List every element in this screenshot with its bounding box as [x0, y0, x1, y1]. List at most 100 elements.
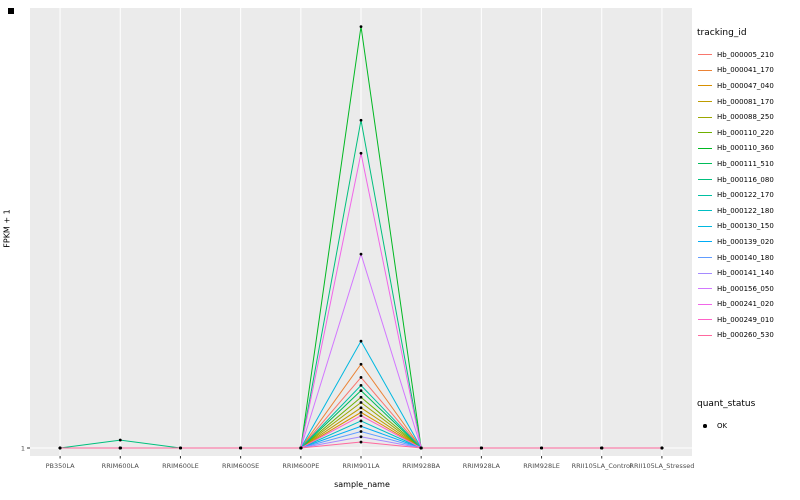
legend-item: Hb_000141_140 [697, 265, 799, 281]
data-point [660, 446, 664, 450]
legend-item-label: Hb_000141_140 [717, 269, 774, 278]
data-point [359, 362, 363, 366]
legend-item: Hb_000140_180 [697, 250, 799, 266]
legend-item: Hb_000088_250 [697, 109, 799, 125]
data-point [359, 118, 363, 122]
legend-item: Hb_000156_050 [697, 281, 799, 297]
x-tick-label: RRIM901LA [342, 462, 380, 470]
data-point [299, 446, 303, 450]
cursor-artifact [8, 8, 14, 14]
legend-key-line-icon [697, 189, 713, 201]
legend-key-point-icon [697, 420, 713, 432]
data-point [540, 446, 543, 450]
legend-title-quant-status: quant_status [697, 399, 756, 410]
quant-legend-label: OK [717, 422, 728, 431]
quant-legend-items: OK [697, 418, 799, 434]
y-tick-label: 1 [21, 444, 25, 452]
data-point [359, 395, 363, 399]
x-tick-label: RRIM928BA [402, 462, 440, 470]
x-tick-label: RRII105LA_Stressed [629, 462, 694, 470]
data-point [118, 446, 122, 450]
y-axis-title: FPKM + 1 [2, 209, 12, 248]
x-axis-title: sample_name [334, 480, 390, 489]
data-point [359, 430, 363, 433]
data-point [359, 406, 363, 410]
legend-key-line-icon [697, 174, 713, 186]
legend-title-tracking-id: tracking_id [697, 28, 747, 38]
legend-item-label: Hb_000081_170 [717, 97, 774, 106]
legend-item: Hb_000260_530 [697, 328, 799, 344]
legend-item: Hb_000116_080 [697, 172, 799, 188]
legend-item-label: Hb_000110_360 [717, 144, 774, 153]
legend-item-label: Hb_000241_020 [717, 300, 774, 309]
x-tick-label: RRIM600LA [102, 462, 140, 470]
legend-item: Hb_000110_220 [697, 125, 799, 141]
data-point [359, 424, 363, 428]
legend-key-line-icon [697, 80, 713, 92]
legend-item: Hb_000005_210 [697, 47, 799, 63]
legend-key-line-icon [697, 298, 713, 310]
data-point [359, 440, 363, 444]
data-point [359, 151, 363, 155]
legend-item-label: Hb_000260_530 [717, 331, 774, 340]
legend-key-line-icon [697, 314, 713, 326]
data-point [600, 446, 604, 450]
legend-key-line-icon [697, 267, 713, 279]
legend-item-label: Hb_000088_250 [717, 113, 774, 122]
legend-item-label: Hb_000116_080 [717, 175, 774, 184]
legend-item-label: Hb_000111_510 [717, 159, 774, 168]
legend-item: Hb_000081_170 [697, 94, 799, 110]
legend-item-label: Hb_000140_180 [717, 253, 774, 262]
quant-legend-item: OK [697, 418, 799, 434]
legend-key-line-icon [697, 158, 713, 170]
legend: tracking_id Hb_000005_210 Hb_000041_170 Hb… [697, 28, 799, 434]
x-tick-label: RRIM928LE [523, 462, 560, 470]
data-point [359, 376, 363, 379]
data-point [359, 419, 363, 423]
legend-item: Hb_000139_020 [697, 234, 799, 250]
data-point [359, 410, 363, 414]
legend-key-line-icon [697, 64, 713, 76]
data-point [359, 252, 363, 256]
data-point [359, 383, 363, 387]
legend-key-line-icon [697, 329, 713, 341]
data-point [419, 446, 423, 450]
legend-item: Hb_000111_510 [697, 156, 799, 172]
legend-key-line-icon [697, 49, 713, 61]
data-point [239, 446, 243, 450]
data-point [58, 446, 62, 450]
legend-key-line-icon [697, 111, 713, 123]
legend-item-label: Hb_000139_020 [717, 237, 774, 246]
legend-item-label: Hb_000156_050 [717, 284, 774, 293]
legend-item-label: Hb_000122_170 [717, 191, 774, 200]
legend-key-line-icon [697, 127, 713, 139]
legend-key-line-icon [697, 220, 713, 232]
data-point [479, 446, 483, 450]
legend-key-line-icon [697, 142, 713, 154]
x-tick-label: RRII105LA_Control [572, 462, 632, 470]
legend-item-label: Hb_000110_220 [717, 128, 774, 137]
legend-items: Hb_000005_210 Hb_000041_170 Hb_000047_040 H… [697, 47, 799, 343]
legend-item-label: Hb_000249_010 [717, 315, 774, 324]
x-tick-label: RRIM928LA [463, 462, 501, 470]
legend-key-line-icon [697, 205, 713, 217]
x-tick-label: RRIM600PE [282, 462, 319, 470]
legend-item: Hb_000122_170 [697, 187, 799, 203]
data-point [179, 446, 182, 450]
legend-key-line-icon [697, 96, 713, 108]
x-tick-label: RRIM600SE [222, 462, 259, 470]
legend-item: Hb_000241_020 [697, 297, 799, 313]
legend-item-label: Hb_000130_150 [717, 222, 774, 231]
legend-item-label: Hb_000047_040 [717, 81, 774, 90]
x-tick-label: RRIM600LE [162, 462, 199, 470]
legend-key-line-icon [697, 252, 713, 264]
legend-item: Hb_000047_040 [697, 78, 799, 94]
legend-item-label: Hb_000041_170 [717, 66, 774, 75]
legend-item-label: Hb_000122_180 [717, 206, 774, 215]
data-point [359, 339, 363, 343]
data-point [359, 25, 363, 28]
legend-item: Hb_000110_360 [697, 141, 799, 157]
data-point [359, 401, 363, 404]
legend-key-line-icon [697, 236, 713, 248]
